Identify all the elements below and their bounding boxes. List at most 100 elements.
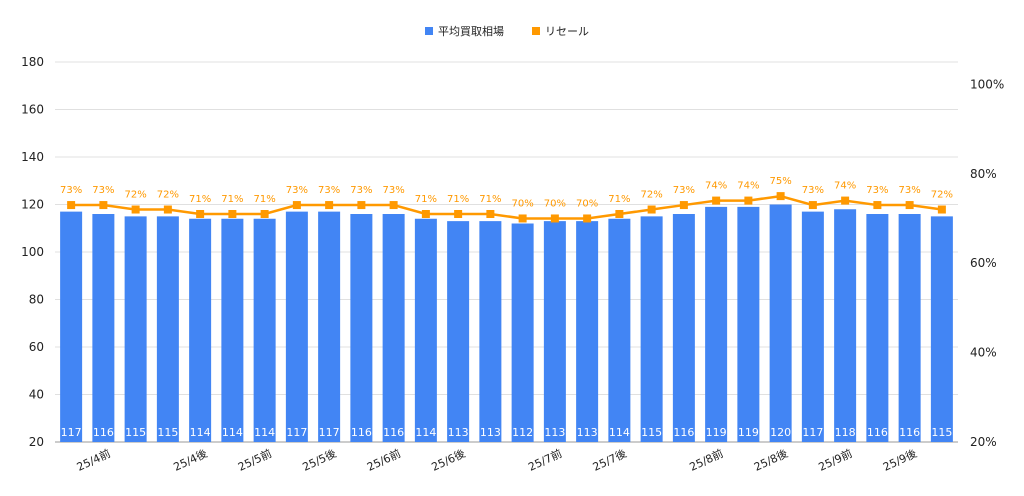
- x-axis-tick: 25/6後: [429, 446, 467, 474]
- bar: [189, 218, 212, 442]
- line-data-label: 73%: [350, 185, 372, 196]
- bar: [221, 218, 244, 442]
- line-point: [679, 201, 688, 210]
- line-point: [325, 201, 334, 210]
- line-point: [131, 205, 140, 214]
- bar: [447, 221, 470, 442]
- left-axis-tick: 20: [29, 435, 44, 449]
- line-data-label: 71%: [447, 194, 469, 205]
- x-axis-tick: 25/9後: [881, 446, 919, 474]
- bar-data-label: 113: [480, 426, 501, 439]
- right-axis-tick: 20%: [970, 435, 997, 449]
- bar-data-label: 119: [738, 426, 759, 439]
- bar-data-label: 114: [190, 426, 211, 439]
- left-axis-tick: 120: [21, 198, 44, 212]
- line-point: [196, 210, 205, 218]
- bar-data-label: 118: [835, 426, 856, 439]
- line-data-label: 73%: [673, 185, 695, 196]
- bar-data-label: 116: [93, 426, 114, 439]
- line-data-label: 74%: [737, 181, 759, 192]
- bar: [253, 218, 276, 442]
- line-data-label: 73%: [866, 185, 888, 196]
- line-data-label: 73%: [318, 185, 340, 196]
- bar: [705, 206, 728, 442]
- bar-data-label: 112: [512, 426, 533, 439]
- line-point: [260, 210, 269, 218]
- line-data-label: 71%: [221, 194, 243, 205]
- bar: [156, 216, 179, 442]
- bar-data-label: 120: [770, 426, 791, 439]
- bar-data-label: 114: [254, 426, 275, 439]
- x-axis-tick: 25/8前: [687, 446, 725, 474]
- line-data-label: 71%: [415, 194, 437, 205]
- x-axis-tick: 25/6前: [365, 446, 403, 474]
- bar-data-label: 117: [61, 426, 82, 439]
- line-point: [454, 210, 463, 218]
- bar-data-label: 115: [157, 426, 178, 439]
- left-axis-tick: 80: [29, 293, 44, 307]
- line-data-label: 73%: [286, 185, 308, 196]
- line-data-label: 75%: [770, 176, 792, 187]
- x-axis-tick: 25/5後: [300, 446, 338, 474]
- line-data-label: 71%: [479, 194, 501, 205]
- line-data-label: 73%: [899, 185, 921, 196]
- line-data-label: 73%: [802, 185, 824, 196]
- line-data-label: 73%: [60, 185, 82, 196]
- line-point: [389, 201, 398, 210]
- legend-label: 平均買取相場: [438, 25, 504, 38]
- x-axis-tick: 25/7後: [590, 446, 628, 474]
- line-point: [421, 210, 430, 218]
- line-data-label: 74%: [834, 181, 856, 192]
- line-data-label: 74%: [705, 181, 727, 192]
- line-point: [518, 214, 527, 223]
- right-axis-tick: 80%: [970, 167, 997, 181]
- line-point: [163, 205, 172, 214]
- bar-data-label: 115: [931, 426, 952, 439]
- x-axis-tick: 25/8後: [752, 446, 790, 474]
- bar: [543, 221, 566, 442]
- bar: [124, 216, 147, 442]
- right-axis-tick: 40%: [970, 346, 997, 360]
- line-point: [228, 210, 237, 218]
- line-point: [905, 201, 914, 210]
- line-data-label: 72%: [125, 190, 147, 201]
- bar-data-label: 116: [351, 426, 372, 439]
- x-axis-tick: 25/4前: [74, 446, 112, 474]
- bar: [350, 214, 373, 442]
- line-data-label: 72%: [157, 190, 179, 201]
- line-data-label: 71%: [189, 194, 211, 205]
- bar-data-label: 113: [448, 426, 469, 439]
- line-series: [71, 194, 943, 220]
- left-axis-tick: 100: [21, 245, 44, 259]
- bar-data-label: 116: [673, 426, 694, 439]
- line-point: [99, 201, 108, 210]
- left-axis-tick: 160: [21, 103, 44, 117]
- left-axis-tick: 140: [21, 150, 44, 164]
- line-point: [937, 205, 946, 214]
- bar-data-label: 116: [383, 426, 404, 439]
- left-axis-tick: 40: [29, 388, 44, 402]
- bar: [511, 223, 534, 442]
- x-axis-tick: 25/7前: [526, 446, 564, 474]
- left-axis-tick: 180: [21, 55, 44, 69]
- x-axis-tick: 25/5前: [236, 446, 274, 474]
- bar-data-label: 113: [544, 426, 565, 439]
- line-point: [550, 214, 559, 223]
- bar-data-label: 116: [867, 426, 888, 439]
- bar-data-label: 115: [125, 426, 146, 439]
- line-data-label: 71%: [608, 194, 630, 205]
- bar: [898, 214, 921, 442]
- legend-swatch-line: [532, 27, 540, 35]
- legend-swatch-bar: [425, 27, 433, 35]
- line-point: [712, 196, 721, 205]
- line-point: [873, 201, 882, 210]
- line-point: [776, 192, 785, 201]
- bar-data-label: 119: [706, 426, 727, 439]
- line-point: [744, 196, 753, 205]
- bar-data-label: 115: [641, 426, 662, 439]
- line-data-label: 70%: [544, 198, 566, 209]
- line-point: [357, 201, 366, 210]
- bar-data-label: 113: [577, 426, 598, 439]
